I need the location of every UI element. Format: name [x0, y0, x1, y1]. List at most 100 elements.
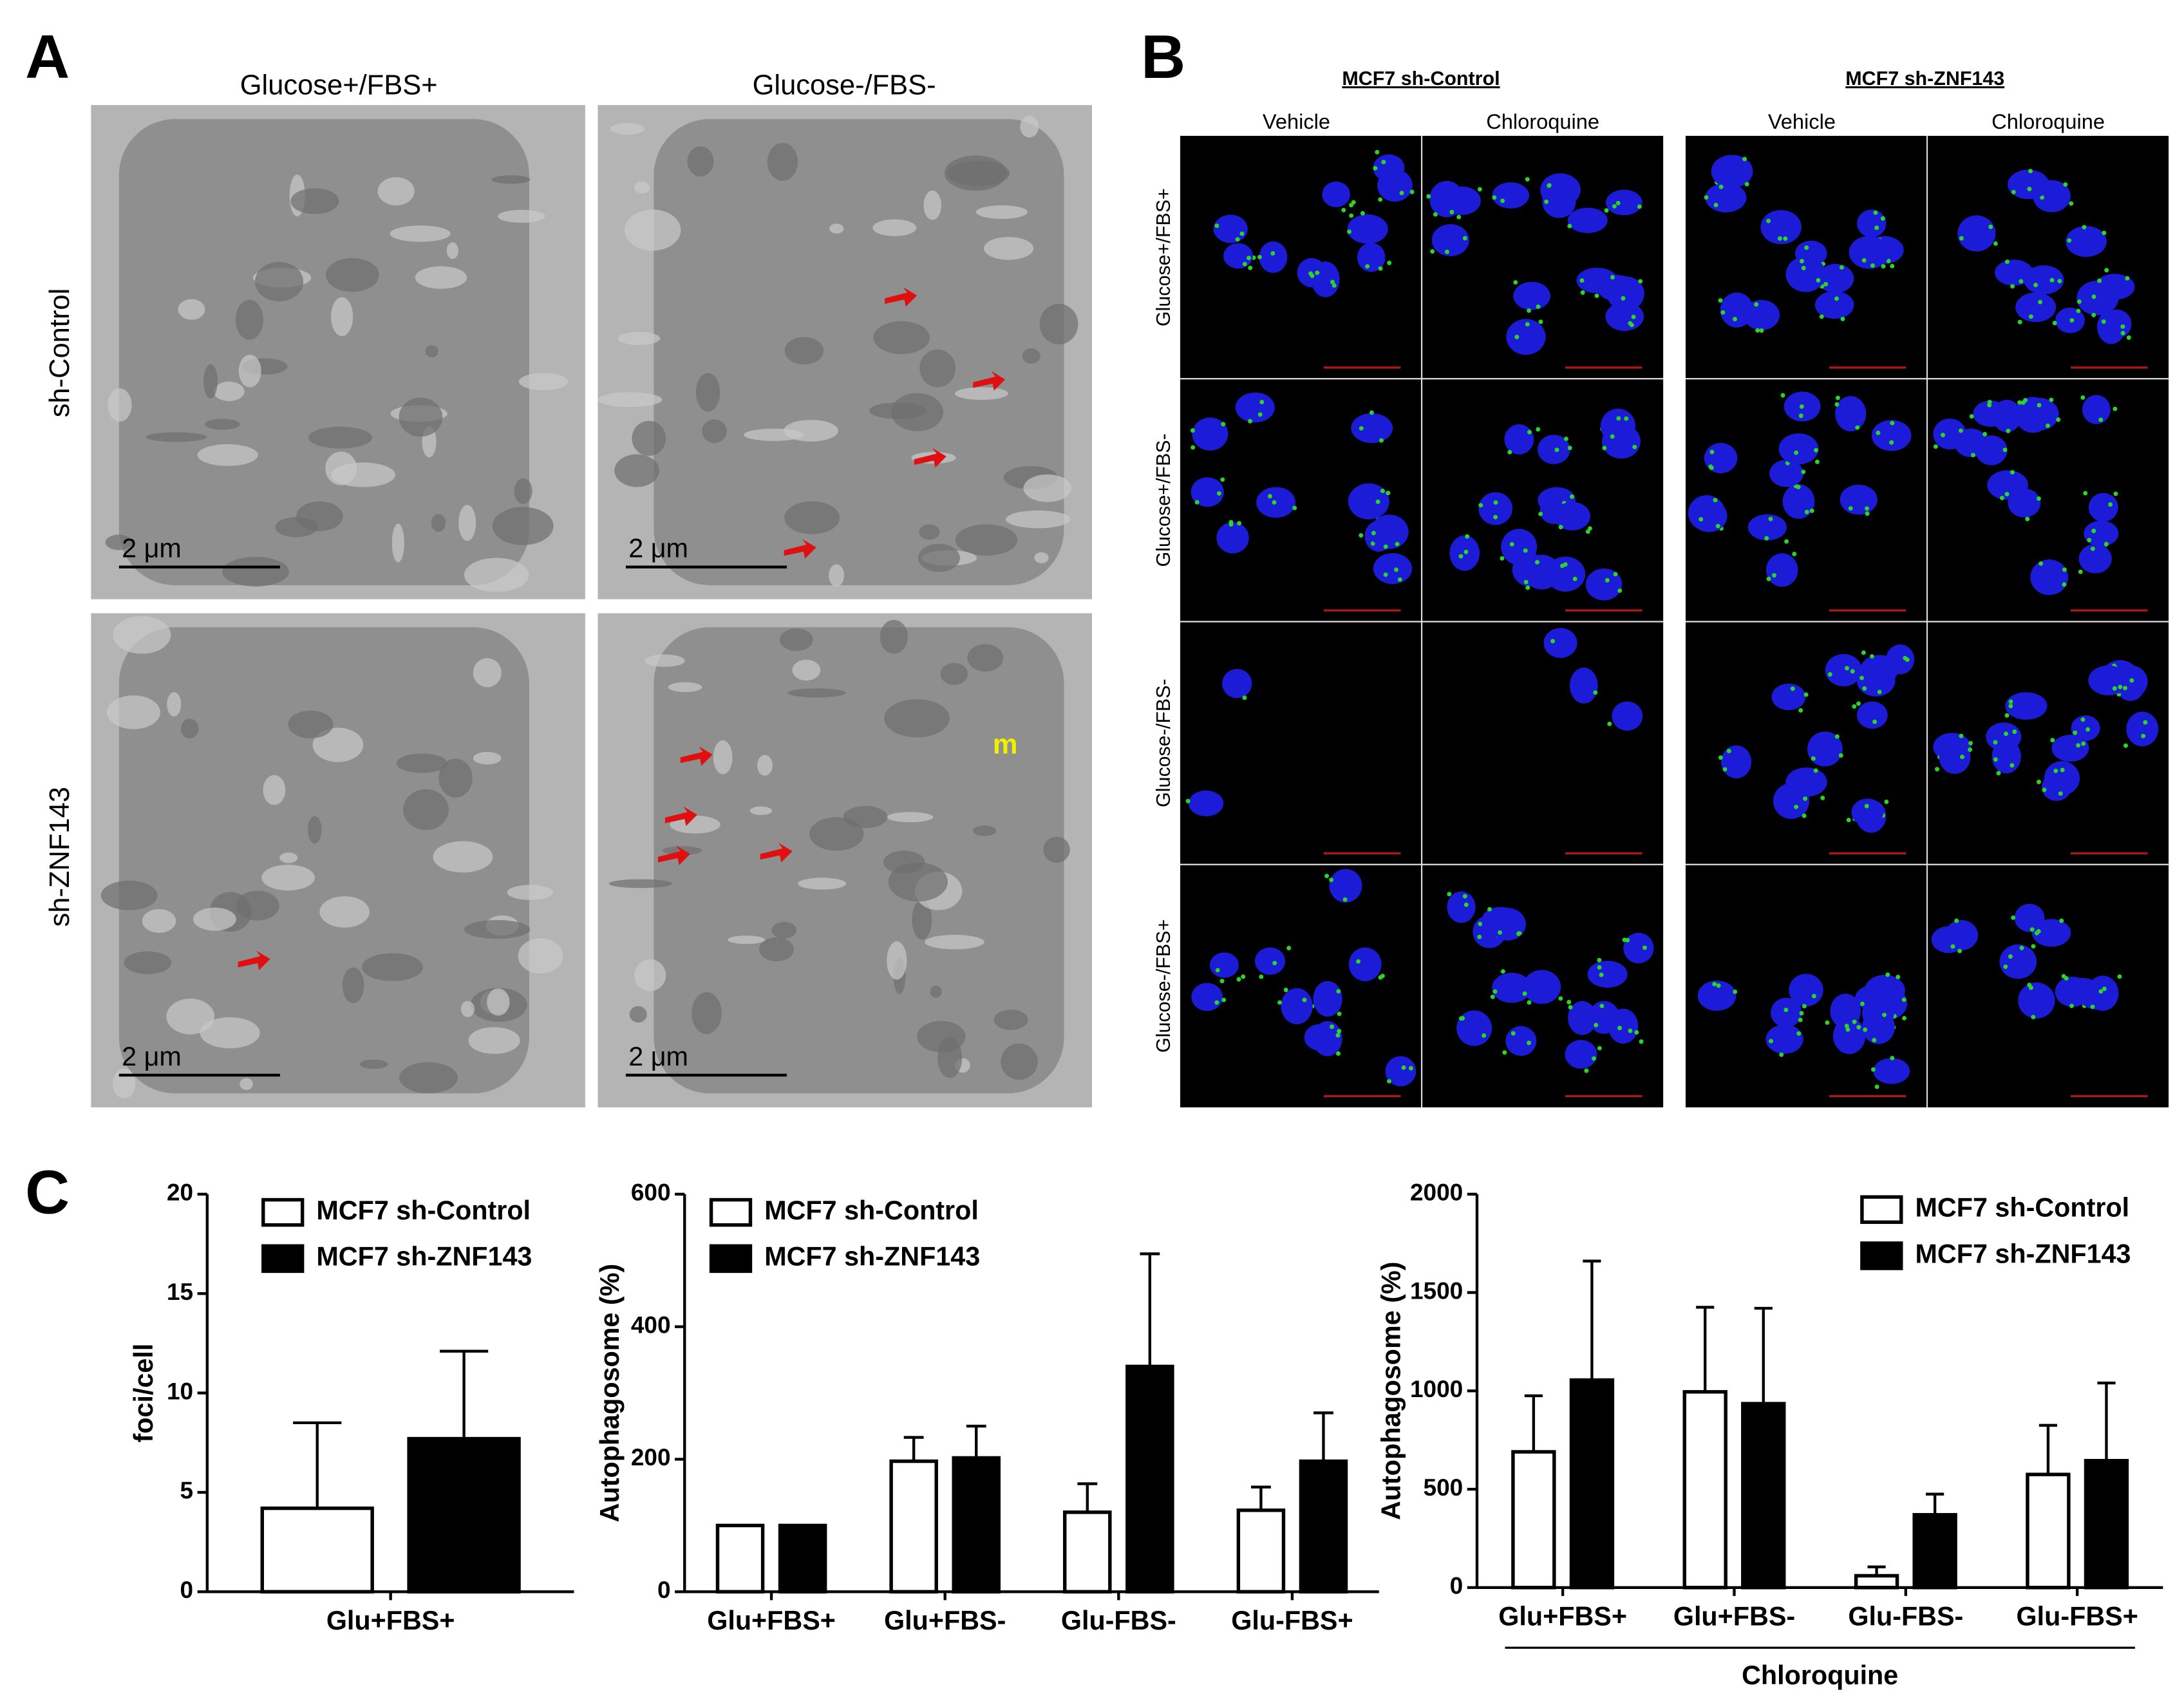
autophagosome-dot	[2069, 1003, 2075, 1008]
autophagosome-dot	[1259, 400, 1265, 404]
autophagosome-dot	[1378, 197, 1383, 202]
autophagosome-dot	[2020, 400, 2026, 405]
nucleus	[1213, 214, 1248, 243]
em-texture	[180, 719, 199, 738]
autophagosome-dot	[2028, 314, 2033, 319]
autophagosome-dot	[1492, 989, 1498, 994]
red-arrow	[885, 287, 918, 307]
autophagosome-dot	[1241, 974, 1246, 979]
autophagosome-dot	[1859, 675, 1864, 681]
autophagosome-dot	[2085, 727, 2091, 732]
em-texture	[468, 1027, 520, 1054]
em-texture	[629, 1006, 647, 1023]
autophagosome-dot	[1330, 279, 1335, 285]
nucleus	[1600, 408, 1636, 444]
autophagosome-dot	[1602, 446, 1607, 451]
nucleus	[1501, 529, 1538, 565]
autophagosome-dot	[2031, 944, 2036, 949]
autophagosome-dot	[1784, 1008, 1789, 1013]
autophagosome-dot	[1861, 258, 1867, 263]
autophagosome-dot	[1988, 224, 1993, 229]
autophagosome-dot	[1628, 321, 1633, 326]
y-tick-label: 600	[631, 1179, 671, 1206]
autophagosome-dot	[2120, 324, 2125, 329]
em-texture	[1034, 552, 1049, 563]
em-texture	[359, 1059, 388, 1069]
nucleus	[1357, 243, 1386, 272]
autophagosome-dot	[1835, 395, 1840, 400]
autophagosome-dot	[1874, 1084, 1879, 1089]
em-texture	[993, 1010, 1028, 1030]
em-texture	[918, 543, 960, 572]
em-texture	[955, 524, 1018, 556]
em-texture	[491, 175, 531, 184]
em-cytoplasm	[654, 118, 1064, 585]
autophagosome-dot	[1802, 813, 1807, 818]
nucleus	[1697, 980, 1737, 1011]
autophagosome-dot	[2004, 259, 2010, 265]
autophagosome-dot	[1823, 281, 1829, 287]
autophagosome-dot	[1257, 254, 1262, 259]
autophagosome-dot	[2040, 195, 2045, 200]
autophagosome-dot	[1525, 176, 1530, 182]
nucleus	[1568, 1001, 1597, 1035]
y-axis-label: Autophagosome (%)	[1376, 1262, 1406, 1520]
autophagosome-dot	[2038, 561, 2044, 566]
autophagosome-dot	[1718, 298, 1723, 303]
autophagosome-dot	[1216, 491, 1221, 496]
em-texture	[473, 751, 502, 765]
nucleus	[1765, 1024, 1803, 1054]
autophagosome-dot	[1796, 484, 1801, 489]
em-image: 2 μm	[91, 613, 585, 1107]
em-texture	[433, 841, 493, 873]
nucleus	[2078, 544, 2112, 574]
em-texture	[887, 941, 907, 980]
nucleus	[1447, 891, 1476, 923]
em-texture	[946, 160, 1010, 186]
autophagosome-dot	[1856, 701, 1861, 706]
autophagosome-dot	[2123, 743, 2129, 748]
legend-swatch	[709, 1244, 753, 1273]
autophagosome-dot	[1768, 516, 1773, 522]
nucleus	[2126, 711, 2159, 747]
y-tick-label: 0	[180, 1577, 193, 1603]
nucleus	[1504, 424, 1534, 455]
nucleus	[1835, 396, 1867, 431]
nucleus	[2018, 982, 2055, 1019]
nucleus	[1540, 173, 1581, 207]
autophagosome-dot	[1625, 937, 1630, 943]
row-label: sh-ZNF143	[44, 787, 75, 926]
autophagosome-dot	[1827, 672, 1832, 677]
autophagosome-dot	[1538, 511, 1543, 516]
autophagosome-dot	[2049, 277, 2055, 283]
em-texture	[167, 691, 182, 717]
autophagosome-dot	[1235, 237, 1240, 242]
autophagosome-dot	[1547, 183, 1552, 188]
autophagosome-dot	[1599, 972, 1604, 977]
em-texture	[955, 387, 1008, 400]
nucleus	[1478, 492, 1513, 525]
autophagosome-dot	[1219, 979, 1225, 984]
em-texture	[362, 953, 423, 981]
nucleus	[1711, 155, 1753, 189]
autophagosome-dot	[1811, 993, 1816, 999]
autophagosome-dot	[1896, 974, 1901, 979]
autophagosome-dot	[1356, 959, 1361, 964]
autophagosome-dot	[1856, 1025, 1861, 1029]
autophagosome-dot	[2004, 492, 2010, 497]
autophagosome-dot	[1862, 686, 1867, 691]
em-texture	[213, 381, 245, 402]
error-bar	[293, 1421, 342, 1508]
em-texture	[325, 258, 379, 292]
nucleus	[1538, 435, 1570, 464]
autophagosome-dot	[2069, 318, 2075, 323]
autophagosome-dot	[1458, 554, 1464, 559]
autophagosome-dot	[1610, 434, 1615, 439]
y-tick-label: 0	[657, 1577, 671, 1603]
em-texture	[113, 1068, 136, 1099]
autophagosome-dot	[2067, 238, 2072, 243]
autophagosome-dot	[2081, 741, 2086, 746]
autophagosome-dot	[2010, 284, 2015, 289]
em-texture	[872, 219, 917, 236]
row-label: Glucose-/FBS+	[1153, 919, 1174, 1053]
